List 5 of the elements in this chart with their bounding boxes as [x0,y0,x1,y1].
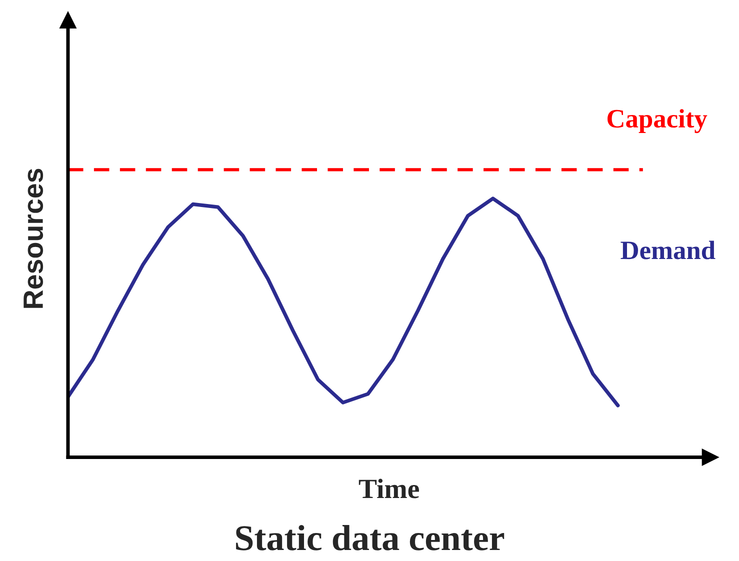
text: Demand [620,240,716,260]
x-axis-title: Time [358,478,419,498]
text: Static data center [236,524,504,550]
y-axis-title: Resources [24,168,44,308]
series-label: Capacity [608,109,708,134]
